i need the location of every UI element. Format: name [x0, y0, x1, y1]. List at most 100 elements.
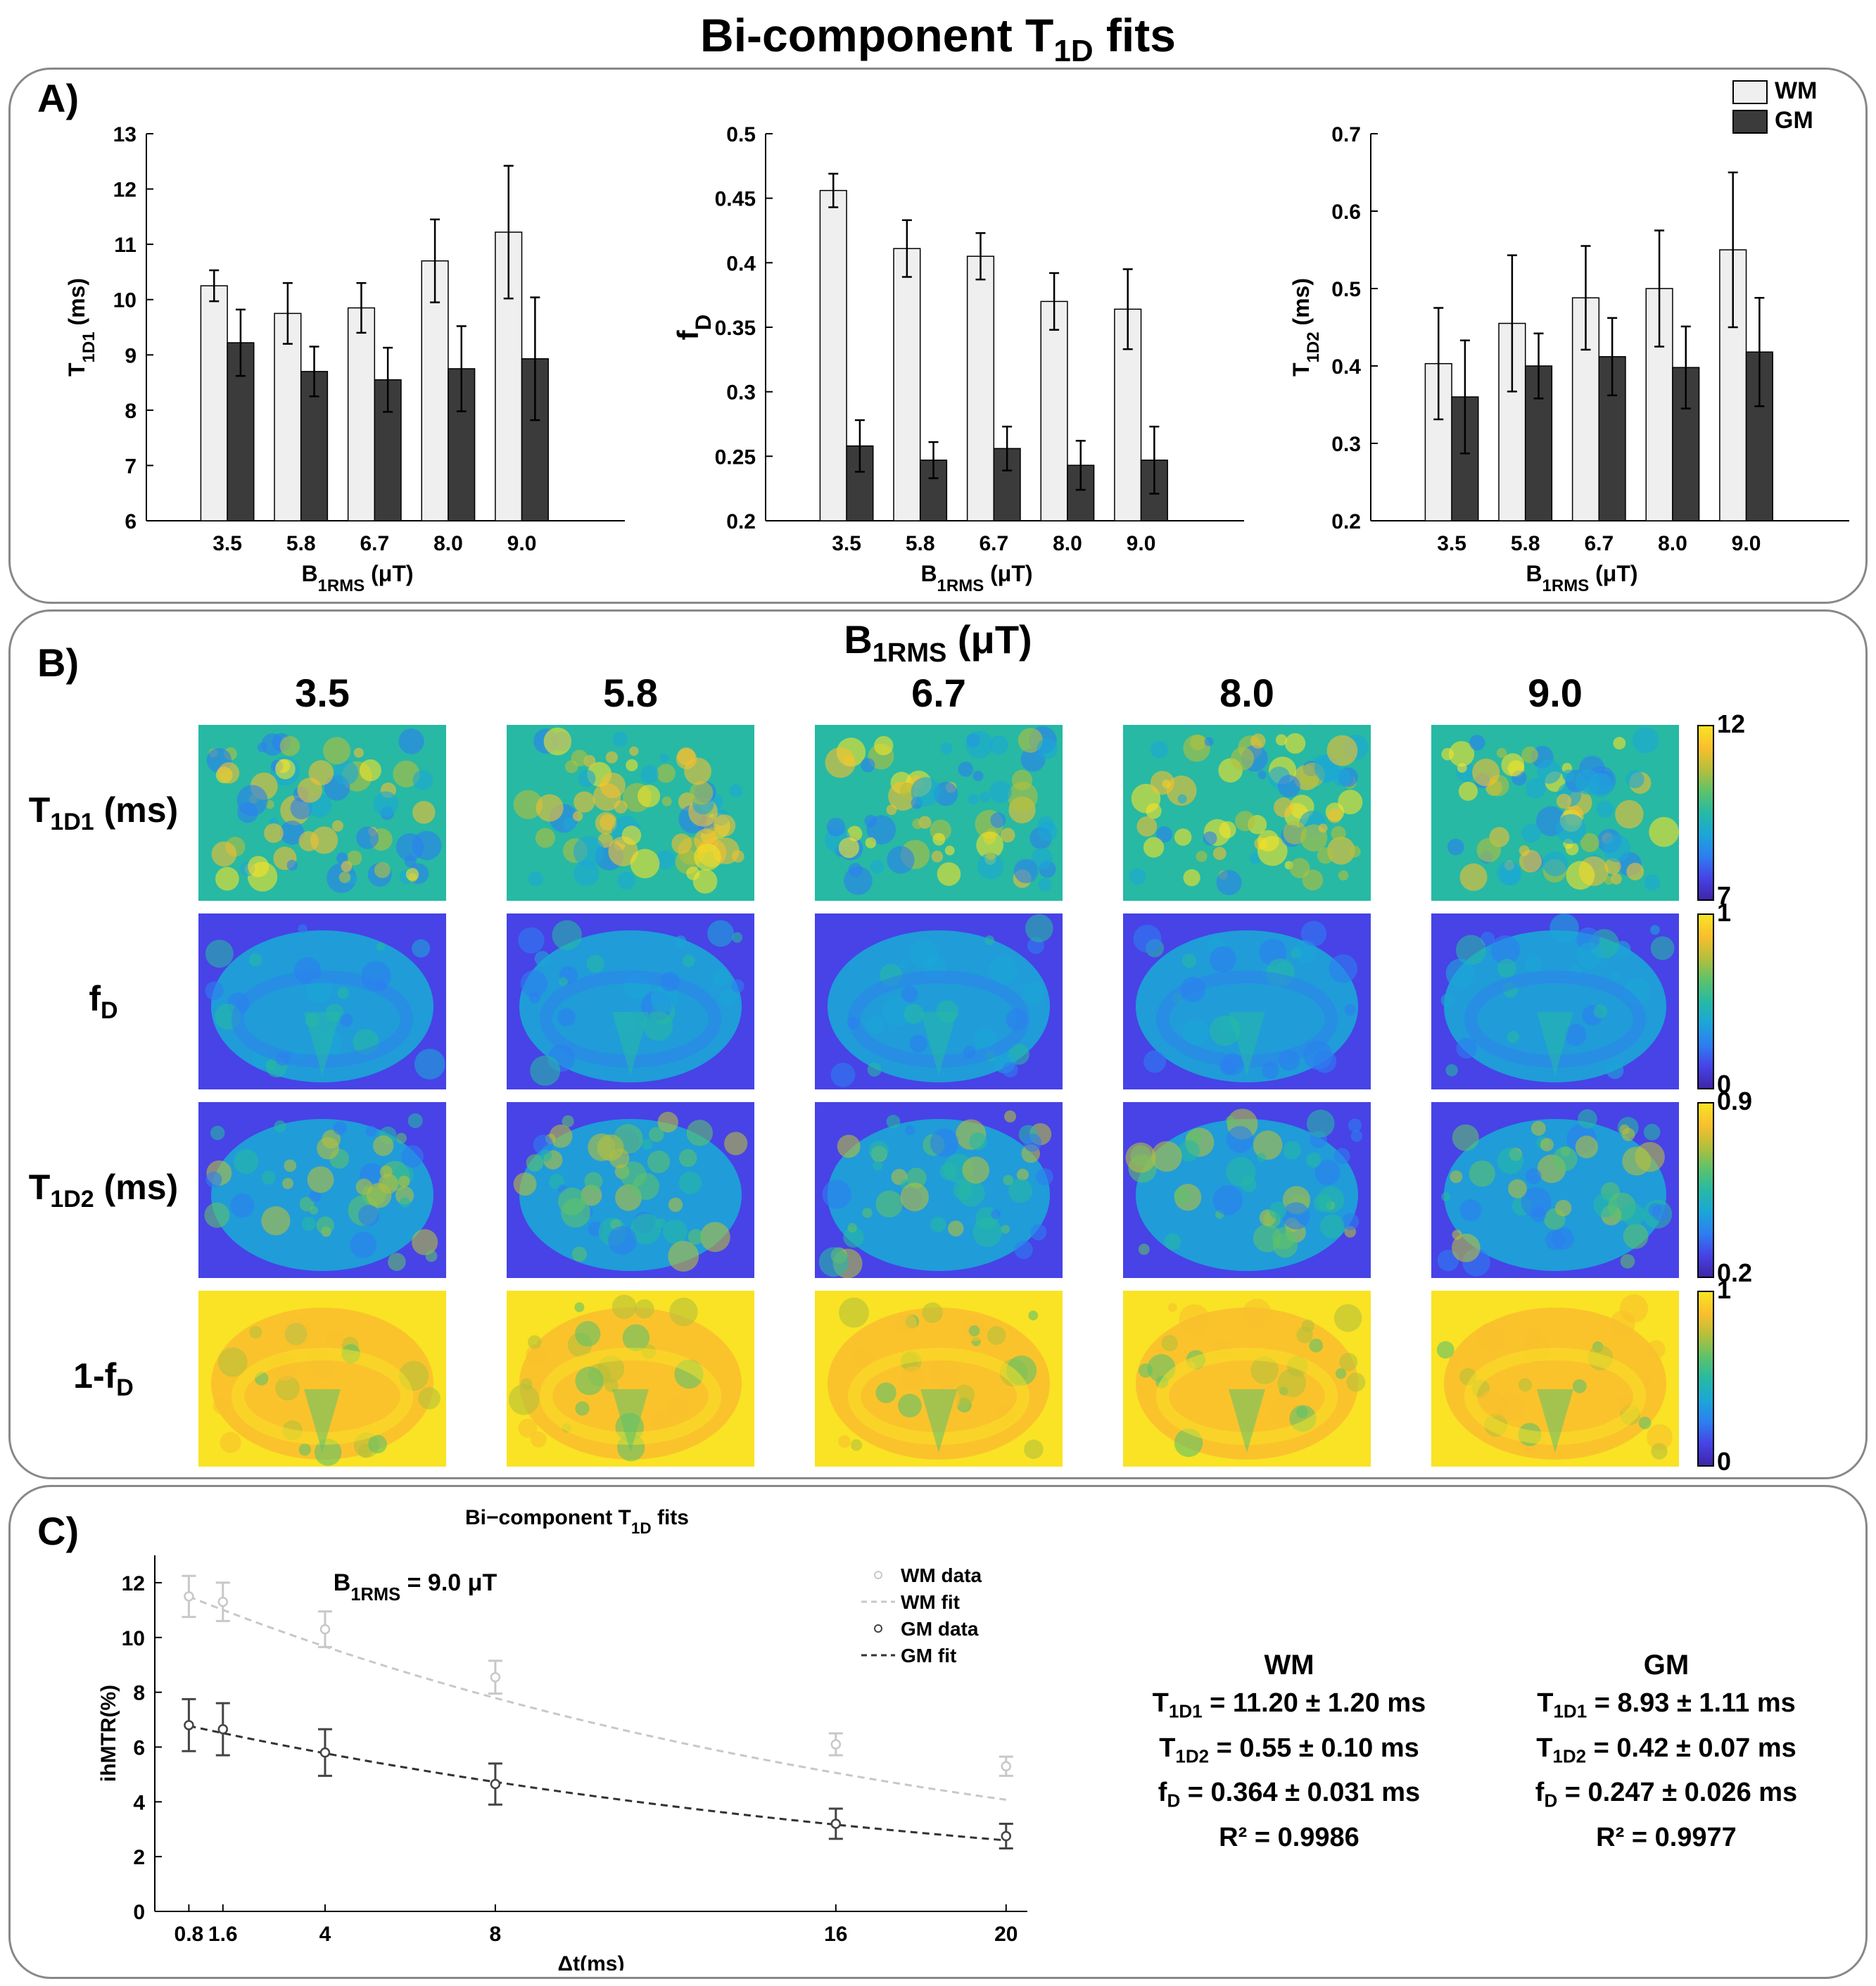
- wm-r2: R² = 0.9986: [1219, 1822, 1360, 1852]
- map-blob: [1456, 1037, 1477, 1059]
- map-ventricle: [920, 1012, 957, 1075]
- map-blob: [359, 759, 381, 782]
- map-blob: [1622, 1146, 1652, 1176]
- map-blob: [1625, 770, 1644, 789]
- legend-marker: [874, 1571, 882, 1579]
- y-tick-label: 8: [125, 400, 137, 423]
- map-blob: [818, 1247, 849, 1277]
- colorbar: [1697, 913, 1714, 1089]
- map-blob: [412, 1229, 438, 1256]
- map-image: [198, 1102, 446, 1278]
- map-blob: [215, 866, 239, 891]
- map-blob: [1603, 834, 1631, 863]
- map-blob: [1275, 734, 1288, 746]
- y-tick-label: 0: [133, 1901, 145, 1924]
- map-blob: [643, 1011, 673, 1041]
- chart-title-sub: 1D: [631, 1519, 652, 1537]
- map-blob: [940, 742, 953, 755]
- map-blob: [1306, 1109, 1335, 1138]
- map-image: [1123, 1102, 1371, 1278]
- map-blob: [1011, 769, 1033, 790]
- y-tick-label: 0.3: [1331, 433, 1361, 456]
- map-image: [1123, 1291, 1371, 1467]
- colorbar-max: 12: [1717, 709, 1746, 738]
- map-blob: [573, 836, 604, 867]
- map-blob: [1610, 873, 1622, 885]
- legend-label: GM fit: [901, 1645, 956, 1666]
- x-tick-label: 8.0: [1658, 532, 1687, 555]
- map-blob: [1566, 861, 1595, 890]
- map-blob: [1014, 1240, 1033, 1260]
- map-blob: [1449, 1355, 1460, 1366]
- map-tile: [1431, 1102, 1679, 1278]
- map-tile: [1431, 1291, 1679, 1467]
- map-blob: [1285, 733, 1306, 754]
- map-blob: [1572, 1379, 1587, 1393]
- y-tick-label: 0.5: [1331, 278, 1361, 301]
- map-blob: [1174, 1187, 1191, 1204]
- map-blob: [830, 1063, 856, 1087]
- map-ventricle: [612, 1389, 649, 1453]
- map-blob: [1283, 1141, 1301, 1160]
- x-tick-label: 0.8: [175, 1923, 204, 1946]
- y-axis-label: fD: [671, 315, 716, 341]
- bar-chart-t1d1: 6 7 8 9 10 11 12 13 3.5 5.8 6.7 8.0 9.0 B1RMS (μT) T1D…: [64, 123, 625, 595]
- colorbar: [1697, 1102, 1714, 1278]
- map-blob: [1257, 830, 1279, 852]
- map-blob: [1644, 874, 1661, 891]
- map-blob: [526, 1344, 547, 1365]
- map-blob: [1161, 1334, 1178, 1352]
- map-blob: [306, 977, 332, 1004]
- wm-t1d1: T1D1 = 11.20 ± 1.20 ms: [1152, 1688, 1426, 1722]
- x-axis-label-main: B: [1526, 561, 1542, 586]
- column-header: 3.5: [295, 671, 350, 715]
- map-blob: [1458, 781, 1478, 801]
- map-blob: [1317, 847, 1334, 864]
- map-blob: [1497, 861, 1521, 885]
- map-blob: [1196, 850, 1208, 862]
- map-blob: [530, 1055, 561, 1086]
- map-blob: [234, 1149, 259, 1175]
- map-blob: [340, 1013, 353, 1027]
- row-label: T1D2 (ms): [28, 1168, 179, 1213]
- map-blob: [1341, 1213, 1360, 1231]
- map-ventricle: [1537, 1012, 1573, 1075]
- map-blob: [284, 1159, 297, 1172]
- map-blob: [900, 1366, 925, 1391]
- map-blob: [378, 1173, 399, 1194]
- map-blob: [1257, 770, 1267, 780]
- map-blob: [931, 850, 944, 863]
- map-blob: [976, 831, 1004, 859]
- y-axis-label-sub: 1D1: [80, 331, 99, 362]
- map-blob: [309, 1190, 322, 1203]
- y-tick-label: 0.4: [726, 252, 756, 275]
- map-blob: [578, 769, 596, 788]
- map-blob: [1025, 914, 1053, 942]
- map-blob: [882, 997, 912, 1026]
- map-blob: [248, 953, 262, 967]
- x-tick-label: 8.0: [433, 532, 463, 555]
- map-blob: [866, 1016, 885, 1035]
- map-blob: [1575, 769, 1601, 795]
- y-tick-label: 0.45: [715, 188, 756, 211]
- map-image: [815, 1291, 1063, 1467]
- y-axis-label: T1D1 (ms): [64, 278, 99, 377]
- map-blob: [690, 781, 714, 805]
- row-label: fD: [89, 979, 118, 1024]
- map-blob: [1179, 1304, 1210, 1336]
- y-tick-label: 0.6: [1331, 201, 1361, 224]
- map-blob: [1530, 1120, 1546, 1136]
- map-blob: [656, 764, 676, 783]
- map-blob: [1277, 775, 1300, 798]
- map-blob: [1346, 1372, 1366, 1392]
- map-blob: [933, 781, 958, 807]
- map-blob: [372, 1135, 394, 1156]
- data-point: [1001, 1761, 1012, 1771]
- gm-stats-head: GM: [1643, 1650, 1690, 1681]
- map-blob: [261, 1170, 276, 1185]
- map-blob: [581, 1184, 602, 1206]
- map-blob: [508, 1384, 540, 1415]
- map-blob: [1643, 1123, 1661, 1141]
- map-blob: [1274, 797, 1294, 818]
- map-blob: [557, 1187, 586, 1215]
